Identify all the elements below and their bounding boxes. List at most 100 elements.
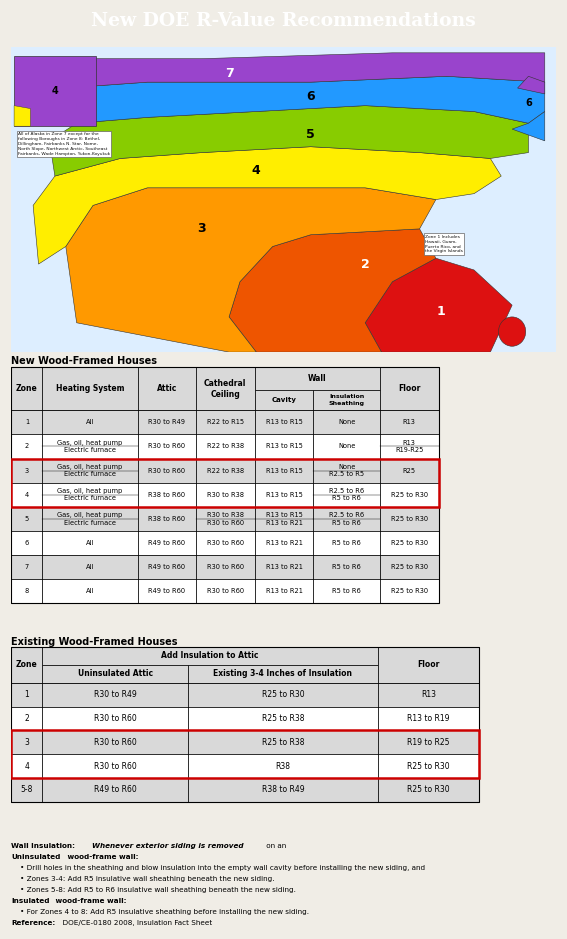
Bar [380,367,439,410]
Text: 2: 2 [25,443,29,450]
Text: 2: 2 [361,257,370,270]
Polygon shape [229,229,436,352]
Text: • For Zones 4 to 8: Add R5 insulative sheathing before installing the new siding: • For Zones 4 to 8: Add R5 insulative sh… [19,909,308,916]
Bar [196,367,255,410]
Bar [43,531,138,555]
Bar [138,579,196,603]
Text: None: None [338,443,356,450]
Bar [196,531,255,555]
Text: R30 to R60: R30 to R60 [207,540,244,546]
Text: R13: R13 [421,690,436,700]
Text: R30 to R38: R30 to R38 [207,492,244,498]
Text: 5: 5 [25,516,29,522]
Text: Uninsulated Attic: Uninsulated Attic [78,670,153,678]
Text: Gas, oil, heat pump
Electric furnace: Gas, oil, heat pump Electric furnace [57,464,122,477]
Bar [11,367,439,603]
Bar [138,435,196,458]
Bar [43,507,138,531]
Bar [11,683,43,706]
Text: R30 to R60: R30 to R60 [94,762,137,771]
Bar [11,483,439,507]
Bar [43,410,138,435]
Text: R13 to R19: R13 to R19 [407,714,450,723]
Bar [188,683,378,706]
Text: R5 to R6: R5 to R6 [332,564,361,570]
Bar [378,778,480,802]
Text: R30 to R49: R30 to R49 [148,420,185,425]
Text: Zone: Zone [16,384,38,393]
Text: Floor: Floor [417,660,440,670]
Text: Gas, oil, heat pump
Electric furnace: Gas, oil, heat pump Electric furnace [57,439,122,454]
Bar [196,507,255,531]
Polygon shape [365,258,512,352]
Text: 2: 2 [24,714,29,723]
Bar [314,531,380,555]
Text: • Zones 5-8: Add R5 to R6 insulative wall sheathing beneath the new siding.: • Zones 5-8: Add R5 to R6 insulative wal… [19,887,295,893]
Bar [11,555,439,579]
Text: R49 to R60: R49 to R60 [148,540,185,546]
Text: Wall Insulation:: Wall Insulation: [11,843,78,849]
Bar [188,731,378,754]
Bar [314,458,380,483]
Text: DOE/CE-0180 2008, Insulation Fact Sheet: DOE/CE-0180 2008, Insulation Fact Sheet [58,920,213,927]
Text: 4: 4 [252,163,261,177]
Text: All of Alaska in Zone 7 except for the
following Boroughs in Zone 8: Bethel,
Dil: All of Alaska in Zone 7 except for the f… [18,132,110,156]
Bar [11,778,480,802]
Text: Zone: Zone [16,660,38,670]
Text: R25 to R30: R25 to R30 [391,540,428,546]
Bar [11,367,43,410]
Bar [11,507,43,531]
Bar [196,410,255,435]
Bar [11,754,43,778]
Bar [138,483,196,507]
Text: R38 to R49: R38 to R49 [261,785,304,794]
Text: Reference:: Reference: [11,920,56,927]
Text: R5 to R6: R5 to R6 [332,540,361,546]
Text: Attic: Attic [156,384,177,393]
Bar [43,706,188,731]
Text: None
R2.5 to R5: None R2.5 to R5 [329,464,364,477]
Bar [255,410,314,435]
Text: Floor: Floor [398,384,420,393]
Text: 3: 3 [24,738,29,747]
Bar [380,531,439,555]
Text: 6: 6 [25,540,29,546]
Bar [43,778,188,802]
Bar [314,435,380,458]
Bar [11,367,439,410]
Text: 3: 3 [197,223,206,236]
Bar [196,458,255,483]
Text: R2.5 to R6
R5 to R6: R2.5 to R6 R5 to R6 [329,512,364,526]
Bar [11,410,439,435]
Text: wood-frame wall:: wood-frame wall: [53,899,127,904]
Text: New Wood-Framed Houses: New Wood-Framed Houses [11,356,157,366]
Text: R22 to R38: R22 to R38 [207,443,244,450]
Text: Existing 3-4 Inches of Insulation: Existing 3-4 Inches of Insulation [213,670,353,678]
Bar [255,555,314,579]
Bar [11,778,43,802]
Bar [138,458,196,483]
Text: R49 to R60: R49 to R60 [148,564,185,570]
Bar [43,458,138,483]
Bar [11,579,43,603]
Text: Insulated: Insulated [11,899,50,904]
Text: R13 to R21: R13 to R21 [265,588,302,594]
Bar [11,410,43,435]
Text: 1: 1 [437,304,446,317]
Bar [11,483,43,507]
Text: R30 to R60: R30 to R60 [94,738,137,747]
Text: All: All [86,588,94,594]
Bar [188,706,378,731]
Text: • Zones 3-4: Add R5 insulative wall sheathing beneath the new siding.: • Zones 3-4: Add R5 insulative wall shea… [19,876,274,883]
Bar [255,367,380,390]
Bar [380,555,439,579]
Bar [138,507,196,531]
Bar [378,706,480,731]
Bar [11,507,439,531]
Text: R25 to R30: R25 to R30 [391,516,428,522]
Bar [196,579,255,603]
Bar [43,683,188,706]
Bar [188,665,378,683]
Bar [378,754,480,778]
Text: Gas, oil, heat pump
Electric furnace: Gas, oil, heat pump Electric furnace [57,512,122,526]
